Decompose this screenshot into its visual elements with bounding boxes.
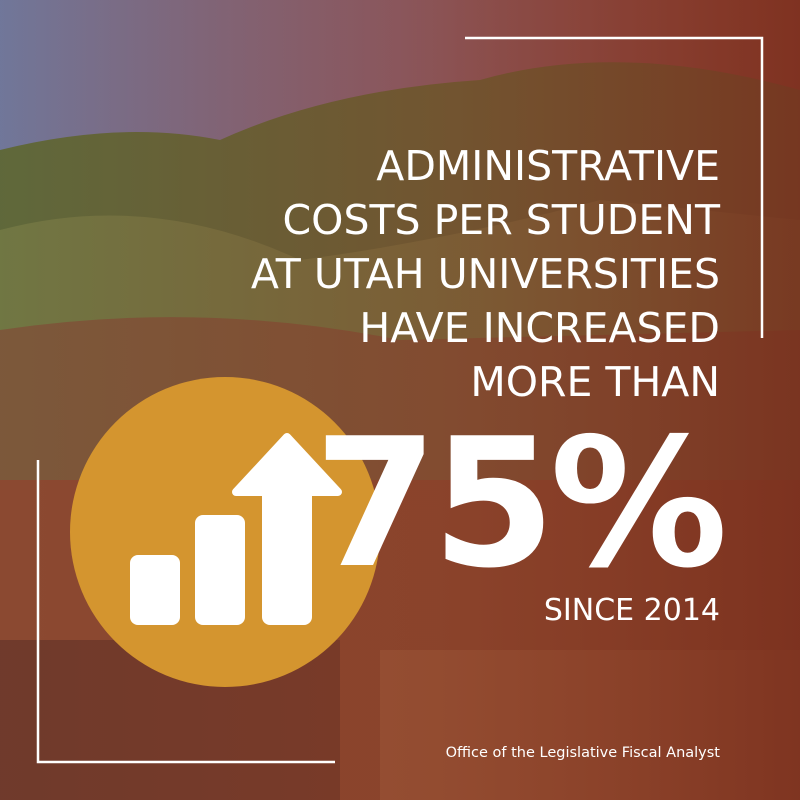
stat-value: 75% (314, 400, 723, 607)
headline-line: MORE THAN (470, 358, 720, 406)
headline-line: ADMINISTRATIVE (376, 142, 720, 190)
headline-line: COSTS PER STUDENT (283, 196, 721, 244)
frame (36, 36, 764, 764)
headline-line: AT UTAH UNIVERSITIES (251, 250, 720, 298)
growth-icon (130, 433, 342, 625)
stat-caption: SINCE 2014 (544, 593, 720, 628)
source: Office of the Legislative Fiscal Analyst (446, 745, 721, 761)
headline-line: HAVE INCREASED (359, 304, 720, 352)
